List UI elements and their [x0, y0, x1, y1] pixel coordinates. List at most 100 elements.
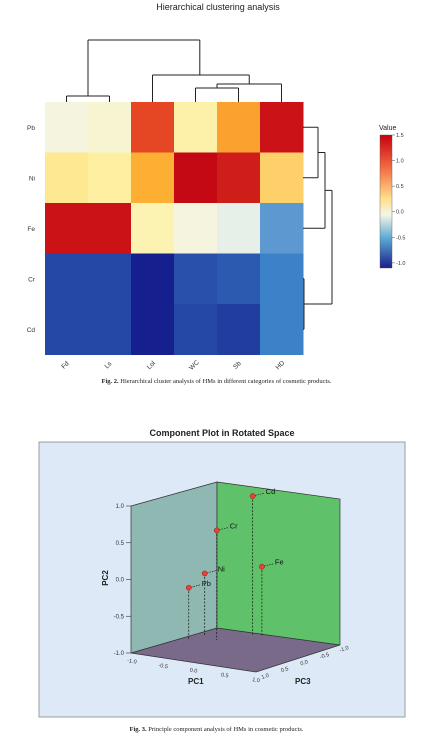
heatmap-cell: [217, 203, 261, 254]
heatmap-cells: [45, 102, 304, 355]
column-label: Sb: [232, 360, 243, 371]
heatmap-cell: [174, 304, 218, 355]
pc1-axis-label: PC1: [188, 677, 204, 686]
heatmap-cell: [88, 253, 132, 305]
column-dendrogram: [66, 39, 282, 102]
figure3-caption-text: Principle component analysis of HMs in c…: [148, 726, 304, 733]
row-label: Cd: [27, 327, 36, 334]
heatmap-cell: [174, 203, 218, 254]
figure2-caption-text: Hierarchical cluster analysis of HMs in …: [120, 378, 332, 385]
label-leader: [188, 584, 201, 589]
pc1-tick-label: -0.5: [158, 663, 168, 671]
heatmap-cell: [131, 102, 175, 153]
heatmap-cell: [131, 253, 175, 305]
figure2-caption-label: Fig. 2.: [101, 378, 119, 385]
heatmap-cell: [260, 152, 304, 204]
label-leader: [216, 527, 229, 531]
heatmap-title: Hierarchical clustering analysis: [156, 2, 280, 12]
row-label: Pb: [27, 125, 35, 132]
heatmap-cell: [260, 253, 304, 305]
column-label: WC: [188, 359, 201, 372]
pc2-tick-label: 0.0: [116, 578, 125, 584]
heatmap-cell: [131, 152, 175, 204]
heatmap-cell: [45, 304, 89, 355]
heatmap-cell: [260, 304, 304, 355]
pca-point-label: Cd: [266, 487, 276, 496]
heatmap-cell: [45, 102, 89, 153]
label-leader: [252, 492, 265, 497]
pca-title: Component Plot in Rotated Space: [149, 428, 294, 438]
pc3-tick-label: 1.0: [261, 673, 270, 681]
pca-points: Cd Cr Fe Ni Pb: [185, 487, 284, 640]
heatmap-cell: [131, 304, 175, 355]
row-label: Ni: [29, 175, 35, 182]
pca-point: [213, 527, 220, 534]
heatmap-figure: Hierarchical clustering analysis Pb Ni Fe C…: [27, 2, 406, 372]
pc3-tick-label: 0.5: [280, 666, 289, 674]
legend-ticks: 1.5 1.0 0.5 0.0 -0.5 -1.0: [392, 133, 405, 267]
heatmap-cell: [45, 203, 89, 254]
pca-point: [201, 570, 208, 577]
pca-point: [249, 493, 256, 499]
pc3-tick-label: -1.0: [339, 645, 350, 654]
heatmap-cell: [217, 304, 261, 355]
figure3-caption: Fig. 3. Principle component analysis of …: [0, 726, 433, 733]
legend-tick-label: 1.5: [396, 133, 404, 139]
pc2-axis: 1.0 0.5 0.0 -0.5 -1.0: [114, 504, 131, 657]
heatmap-cell: [131, 203, 175, 254]
row-dendrogram: [303, 126, 333, 330]
pc3-tick-label: 0.0: [300, 659, 309, 667]
row-labels: Pb Ni Fe Cr Cd: [27, 125, 36, 334]
legend-colorbar: [379, 134, 393, 269]
pc2-tick-label: 1.0: [116, 504, 125, 510]
pc2-tick-label: -0.5: [114, 614, 125, 620]
color-legend: Value 1.5 1.0 0.5 0.0 -0.5 -1.0: [379, 125, 405, 269]
pc3-tick-label: -0.5: [319, 652, 330, 661]
pc2-tick-label: -1.0: [114, 651, 125, 657]
heatmap-cell: [174, 102, 218, 153]
pc1-tick-label: 1.0: [252, 677, 261, 684]
heatmap-cell: [217, 152, 261, 204]
legend-tick-label: -1.0: [396, 261, 405, 267]
heatmap-cell: [88, 304, 132, 355]
figure2-caption: Fig. 2. Hierarchical cluster analysis of…: [0, 378, 433, 385]
pc2-tick-label: 0.5: [116, 541, 125, 547]
heatmap-cell: [217, 253, 261, 305]
legend-tick-label: 0.0: [396, 210, 404, 216]
column-label: HD: [275, 359, 287, 371]
label-leader: [204, 570, 217, 574]
legend-tick-label: 0.5: [396, 184, 404, 190]
component-plot-figure: Component Plot in Rotated Space 1.0 0.5 0.…: [38, 428, 406, 718]
pc1-tick-label: 0.0: [189, 668, 198, 675]
column-label: Ls: [104, 360, 114, 370]
pca-point-label: Pb: [202, 579, 211, 588]
column-label: Fd: [60, 360, 71, 371]
heatmap-cell: [260, 203, 304, 254]
pc1-axis: -1.0 -0.5 0.0 0.5 1.0: [127, 658, 261, 684]
heatmap-cell: [45, 253, 89, 305]
legend-tick-label: -0.5: [396, 235, 405, 241]
pca-left-wall: [130, 481, 218, 654]
pca-right-wall: [216, 481, 341, 646]
figure3-caption-label: Fig. 3.: [129, 726, 147, 733]
heatmap-cell: [260, 102, 304, 153]
heatmap-cell: [88, 102, 132, 153]
pc1-tick-label: -1.0: [127, 658, 137, 666]
heatmap-cell: [174, 152, 218, 204]
heatmap-cell: [217, 102, 261, 153]
row-label: Fe: [27, 226, 35, 233]
pc1-tick-label: 0.5: [220, 672, 229, 679]
pca-point: [185, 584, 192, 591]
heatmap-cell: [88, 152, 132, 204]
pca-point-label: Fe: [275, 558, 284, 567]
pca-point-label: Ni: [218, 564, 225, 573]
legend-tick-label: 1.0: [396, 159, 404, 165]
column-labels: Fd Ls Lol WC Sb HD: [60, 359, 286, 372]
label-leader: [261, 563, 274, 567]
pca-point-label: Cr: [230, 521, 238, 530]
heatmap-cell: [88, 203, 132, 254]
pc3-axis: 1.0 0.5 0.0 -0.5 -1.0: [261, 645, 350, 681]
heatmap-cell: [45, 152, 89, 204]
pc3-axis-label: PC3: [295, 677, 311, 686]
legend-title: Value: [379, 125, 396, 132]
